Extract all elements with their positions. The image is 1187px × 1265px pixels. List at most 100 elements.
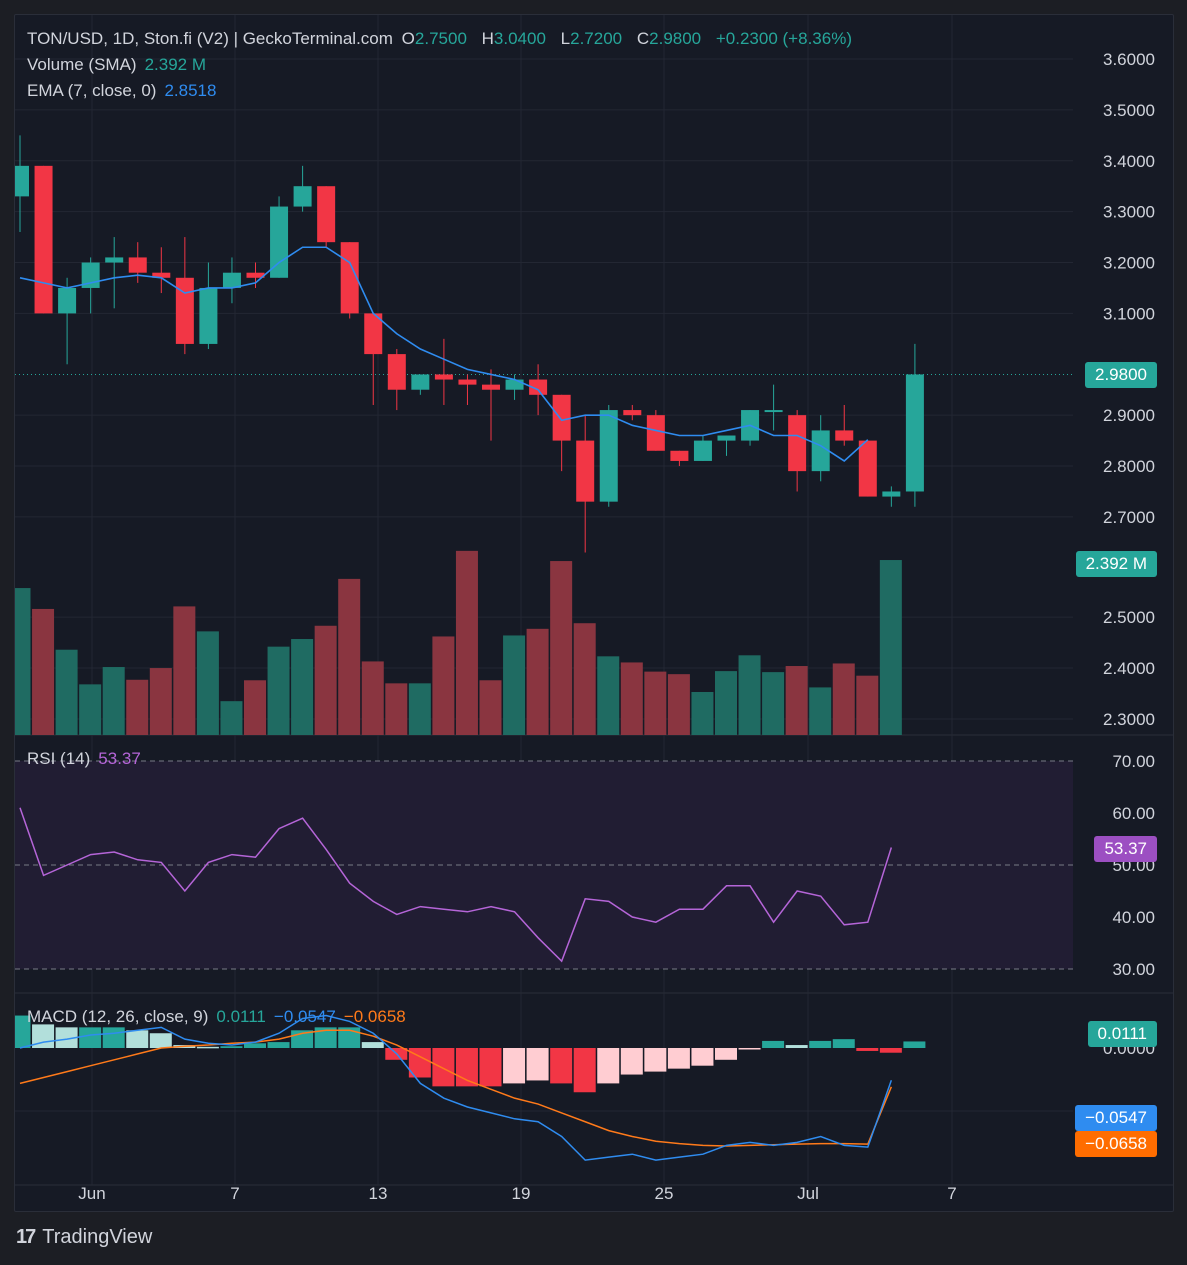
time-axis-tick: Jun — [78, 1184, 105, 1203]
volume-bar — [879, 560, 902, 735]
candle-body — [670, 450, 689, 461]
macd-hist-badge: 0.0111 — [1087, 1021, 1157, 1047]
volume-bar — [149, 668, 172, 735]
macd-legend-signal: −0.0658 — [343, 1007, 406, 1026]
macd-histogram-bar — [149, 1033, 172, 1048]
rsi-legend-label: RSI (14) — [27, 749, 91, 768]
rsi-legend: RSI (14) 53.37 — [27, 749, 145, 769]
candle-body — [293, 186, 312, 207]
volume-axis-tick: 2.4000 — [1103, 659, 1155, 678]
chart-canvas[interactable]: 3.6000 3.5000 3.4000 3.3000 3.2000 3.1000 2.90… — [15, 15, 1173, 1211]
macd-histogram-bar — [79, 1027, 102, 1048]
macd-legend-hist: 0.0111 — [216, 1007, 266, 1026]
candle-body — [246, 272, 265, 278]
rsi-legend-value: 53.37 — [98, 749, 141, 768]
volume-bar — [762, 672, 785, 735]
rsi-band — [15, 761, 1073, 969]
low-label: L — [560, 29, 571, 48]
volume-bar — [479, 680, 502, 735]
macd-histogram-bar — [126, 1030, 149, 1048]
time-axis-tick: 7 — [947, 1184, 956, 1203]
macd-histogram-bar — [597, 1048, 620, 1084]
volume-bar — [314, 625, 337, 735]
macd-histogram-bar — [479, 1048, 502, 1087]
volume-bar — [715, 671, 737, 735]
macd-histogram-bar — [879, 1048, 902, 1053]
time-axis-tick: 19 — [512, 1184, 531, 1203]
time-axis-tick: 7 — [230, 1184, 239, 1203]
candle-body — [882, 491, 901, 497]
ema-legend-value: 2.8518 — [164, 81, 217, 100]
volume-bar — [385, 683, 408, 735]
volume-bar — [832, 663, 855, 735]
volume-bar — [79, 684, 102, 735]
volume-bar — [667, 674, 690, 735]
high-value: 3.0400 — [493, 29, 546, 48]
macd-histogram-bar — [15, 1015, 31, 1048]
macd-histogram-bar — [903, 1041, 926, 1048]
brand-name: TradingView — [42, 1226, 153, 1248]
macd-histogram-bar — [550, 1048, 573, 1084]
macd-histogram-bar — [314, 1027, 337, 1048]
rsi-badge: 53.37 — [1094, 836, 1157, 862]
candle-body — [858, 440, 877, 497]
macd-badge: −0.0547 — [1075, 1105, 1157, 1131]
macd-histogram-bar — [620, 1048, 643, 1075]
volume-bar — [785, 666, 808, 735]
volume-bar — [102, 667, 125, 735]
price-badge: 2.9800 — [1085, 362, 1157, 388]
candle-body — [717, 435, 736, 441]
macd-histogram-bar — [809, 1040, 832, 1048]
volume-bar — [432, 636, 455, 735]
candle-body — [576, 440, 595, 502]
volume-axis-tick: 2.5000 — [1103, 608, 1155, 627]
high-label: H — [481, 29, 494, 48]
rsi-axis-tick: 30.00 — [1112, 960, 1155, 979]
candle-body — [458, 379, 477, 385]
volume-bar — [408, 683, 431, 735]
candle-body — [505, 379, 524, 390]
price-axis-tick: 2.9000 — [1103, 406, 1155, 425]
volume-bar — [856, 675, 879, 735]
volume-bar — [809, 687, 832, 735]
candle-body — [317, 186, 336, 243]
macd-histogram-bar — [361, 1042, 384, 1048]
macd-histogram-bar — [432, 1048, 455, 1087]
rsi-axis-tick: 40.00 — [1112, 908, 1155, 927]
volume-bar — [244, 680, 266, 735]
candle-body — [411, 374, 430, 390]
footer[interactable]: 17 TradingView — [16, 1226, 152, 1249]
price-axis-tick: 3.3000 — [1103, 203, 1155, 222]
macd-histogram-bar — [738, 1048, 761, 1050]
macd-histogram-bar — [338, 1027, 361, 1048]
macd-histogram-bar — [762, 1040, 785, 1048]
macd-legend-macd: −0.0547 — [273, 1007, 336, 1026]
volume-bar — [455, 550, 478, 735]
ema-line — [19, 246, 869, 462]
volume-legend-value: 2.392 M — [144, 55, 207, 74]
macd-histogram-bar — [526, 1048, 549, 1081]
candle-body — [599, 410, 618, 502]
macd-histogram-bar — [691, 1048, 714, 1066]
price-axis-tick: 3.1000 — [1103, 304, 1155, 323]
candle-body — [811, 430, 830, 472]
volume-bar — [526, 628, 549, 735]
candle-body — [764, 410, 783, 413]
volume-badge: 2.392 M — [1075, 551, 1157, 577]
price-axis-tick: 3.4000 — [1103, 152, 1155, 171]
time-axis-tick: 13 — [369, 1184, 388, 1203]
macd-histogram-bar — [102, 1027, 125, 1048]
volume-legend: Volume (SMA) 2.392 M — [27, 55, 210, 75]
candle-body — [152, 272, 171, 278]
volume-bar — [550, 561, 573, 735]
macd-histogram-bar — [503, 1048, 526, 1084]
volume-bar — [361, 661, 384, 735]
volume-bar — [644, 671, 667, 735]
volume-axis-tick: 2.3000 — [1103, 710, 1155, 729]
volume-bar — [620, 662, 643, 735]
volume-bar — [220, 701, 243, 735]
volume-bar — [15, 588, 31, 735]
time-axis-tick: Jul — [797, 1184, 819, 1203]
macd-histogram-bar — [244, 1043, 266, 1048]
candle-body — [128, 257, 147, 273]
